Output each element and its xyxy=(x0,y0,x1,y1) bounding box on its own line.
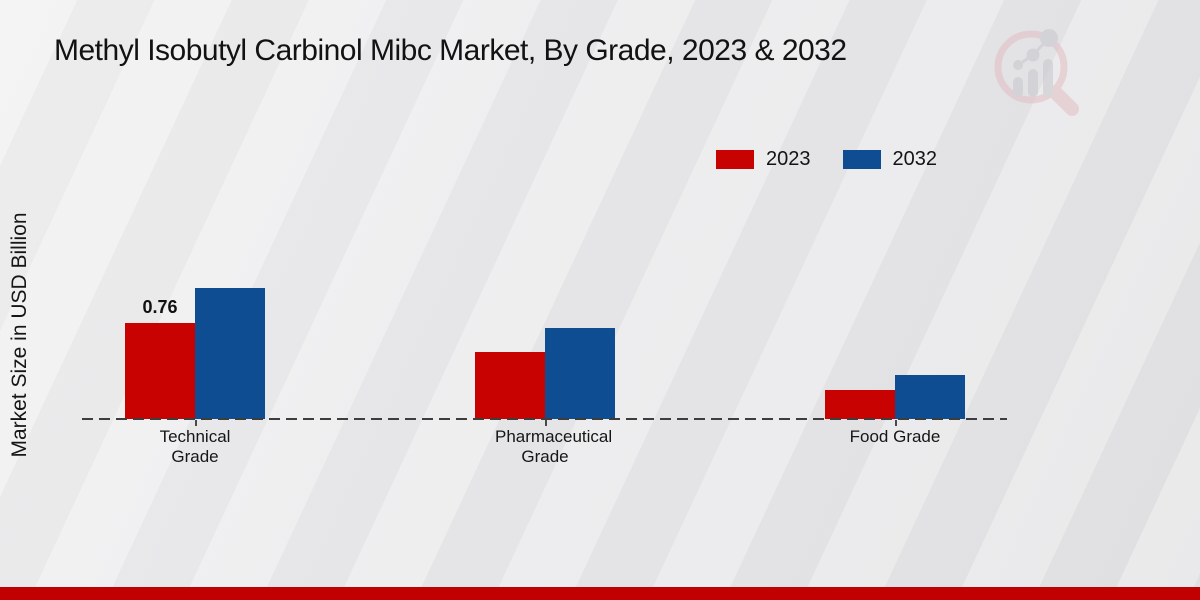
bar-2032-pharmaceutical-grade xyxy=(545,328,615,419)
legend-item-2032: 2032 xyxy=(842,148,938,171)
logo-dot-large xyxy=(1040,29,1058,47)
footer-band xyxy=(0,587,1200,600)
legend-swatch-2032 xyxy=(842,150,881,169)
bar-2032-food-grade xyxy=(895,375,965,419)
legend-swatch-2023 xyxy=(716,150,754,169)
x-axis-category-label: Pharmaceutical Grade xyxy=(495,427,613,466)
legend-label: 2023 xyxy=(766,148,811,170)
market-research-logo xyxy=(985,24,1089,121)
x-axis-tick xyxy=(895,420,897,426)
logo-bar-small xyxy=(1013,77,1023,97)
bar-2023-pharmaceutical-grade xyxy=(475,352,545,419)
bar-value-label: 0.76 xyxy=(142,297,178,317)
chart-title: Methyl Isobutyl Carbinol Mibc Market, By… xyxy=(54,34,847,67)
logo-bar-medium xyxy=(1028,69,1038,97)
bar-2023-food-grade xyxy=(825,390,895,419)
bar-2023-technical-grade xyxy=(125,323,195,419)
x-axis-category-label: Technical Grade xyxy=(159,427,231,466)
magnifier-ring xyxy=(994,30,1068,104)
logo-dot-small xyxy=(1013,60,1023,70)
legend-label: 2032 xyxy=(892,148,938,170)
x-axis-tick xyxy=(545,420,547,426)
x-axis-baseline xyxy=(82,418,1007,420)
legend-item-2023: 2023 xyxy=(716,148,811,171)
bar-2032-technical-grade xyxy=(195,288,265,419)
logo-dot-medium xyxy=(1026,48,1040,62)
magnifier-handle xyxy=(1048,85,1079,116)
x-axis-tick xyxy=(195,420,197,426)
logo-bar-large xyxy=(1043,59,1053,97)
legend: 2023 2032 xyxy=(716,148,937,171)
x-axis-category-label: Food Grade xyxy=(849,427,941,446)
magnifier-bar-chart-icon xyxy=(994,29,1079,116)
